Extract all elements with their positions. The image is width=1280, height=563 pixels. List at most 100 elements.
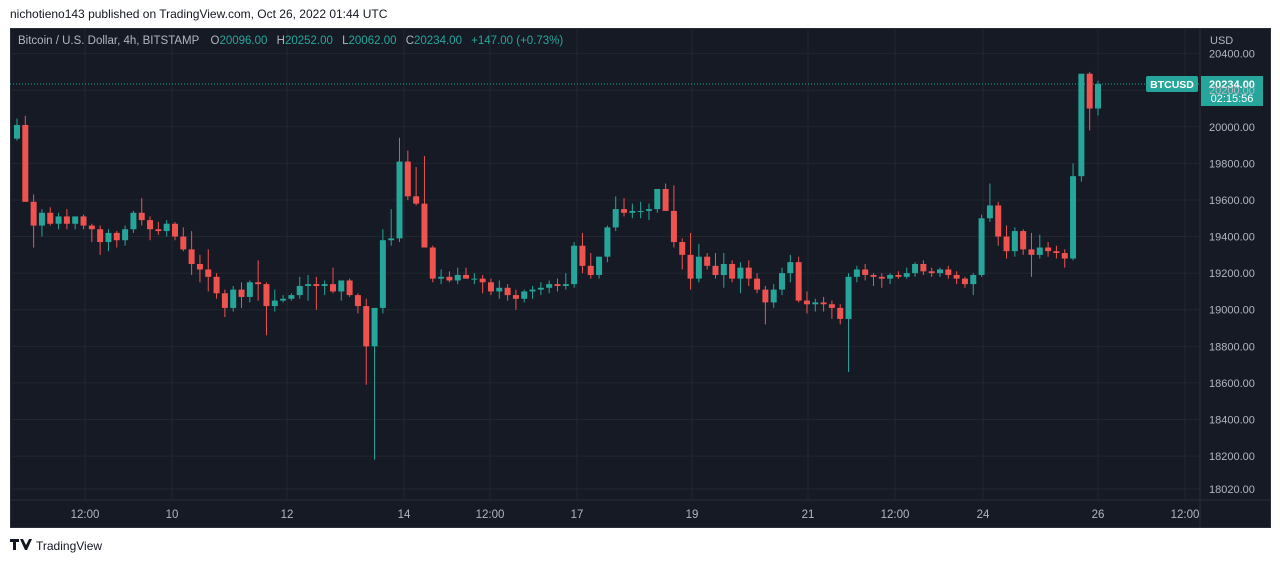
candle-body (712, 265, 719, 275)
symbol-tag-label: BTCUSD (1150, 79, 1194, 91)
last-price-tag (1201, 75, 1263, 106)
candle (787, 254, 794, 283)
candle (596, 256, 603, 279)
candle-body (978, 218, 985, 275)
candle (554, 278, 561, 292)
price-change: +147.00 (+0.73%) (471, 35, 564, 47)
time-tick-label: 12:00 (71, 509, 100, 521)
candle-body (961, 278, 968, 285)
candle (662, 183, 669, 211)
candle (454, 267, 461, 285)
chart-grid (10, 28, 1200, 500)
price-axis-unit: USD (1210, 35, 1233, 47)
candle-body (878, 276, 885, 279)
candle (1095, 80, 1101, 116)
candle (712, 253, 719, 279)
candle (862, 264, 869, 281)
candle-body (163, 223, 170, 232)
candle (812, 298, 819, 312)
candle-body (912, 264, 919, 274)
candle-body (1028, 249, 1035, 255)
candle-body (72, 216, 79, 224)
candle (88, 223, 95, 243)
candle-body (14, 124, 20, 139)
candle (213, 273, 220, 299)
candle (55, 212, 62, 230)
candle (695, 243, 702, 283)
candle (313, 276, 320, 310)
publish-info: nichotieno143 published on TradingView.c… (10, 7, 388, 21)
candle-body (221, 293, 228, 308)
brand-name[interactable]: TradingView (36, 538, 103, 553)
candle-body (47, 212, 54, 224)
candle-body (812, 302, 819, 305)
candle-body (903, 273, 910, 277)
candle-body (471, 278, 478, 280)
candle-body (820, 302, 827, 305)
candle (621, 198, 628, 217)
candle-body (155, 229, 162, 232)
candle-body (662, 188, 669, 211)
tradingview-logo-icon[interactable] (10, 538, 32, 553)
candle-body (105, 232, 112, 243)
time-axis[interactable]: 12:00 10 12 14 12:00 17 19 21 12:00 24 26 12:00 (10, 499, 1271, 521)
candle (820, 296, 827, 312)
candle (463, 267, 470, 279)
time-tick-label: 19 (686, 509, 699, 521)
candle (579, 232, 586, 274)
candle (770, 284, 777, 308)
candle-body (612, 209, 619, 228)
candle-body (862, 269, 869, 275)
chart-panel[interactable] (10, 28, 1271, 528)
candle (147, 216, 154, 241)
candle (1053, 245, 1060, 259)
candle (221, 289, 228, 318)
candle-body (379, 240, 386, 308)
candle-body (479, 278, 486, 283)
candle-body (446, 276, 453, 281)
candle-body (645, 209, 652, 211)
open-value: 20096.00 (219, 35, 268, 47)
candle (853, 265, 860, 283)
price-tick-label: 18400.00 (1209, 415, 1255, 427)
candle-body (579, 245, 586, 266)
candle (205, 249, 212, 292)
candle (512, 289, 519, 310)
time-tick-label: 17 (571, 509, 584, 521)
price-tick-label: 19400.00 (1209, 232, 1255, 244)
candle-body (55, 216, 62, 224)
price-tick-label: 18600.00 (1209, 378, 1255, 390)
candle (779, 267, 786, 296)
low-label: L (342, 35, 349, 47)
candle (562, 273, 569, 290)
candle-body (280, 298, 287, 301)
candle (404, 150, 411, 200)
price-axis[interactable]: USD 20400.00 20200.00 20000.00 19800.00 19600… (1199, 28, 1255, 527)
candle (429, 245, 436, 283)
candle-body (637, 210, 644, 212)
candle-body (562, 284, 569, 286)
candle-body (529, 289, 536, 292)
candle (803, 291, 810, 314)
candle (1070, 163, 1077, 261)
candle (1003, 225, 1010, 259)
candle-body (463, 274, 470, 279)
candle-body (321, 284, 328, 286)
time-tick-label: 21 (802, 509, 815, 521)
open-label: O (210, 35, 220, 47)
price-tick-label: 20000.00 (1209, 122, 1255, 134)
candle (587, 253, 594, 279)
candle-body (720, 264, 727, 275)
candle-body (537, 287, 544, 290)
candle (745, 260, 752, 286)
candle (521, 289, 528, 303)
candle (421, 156, 428, 248)
high-value: 20252.00 (284, 35, 333, 47)
candle (895, 271, 902, 279)
candle (263, 282, 270, 336)
candle-body (1003, 236, 1010, 252)
candle (795, 256, 802, 303)
candle-body (554, 284, 561, 286)
candle-body (779, 273, 786, 290)
